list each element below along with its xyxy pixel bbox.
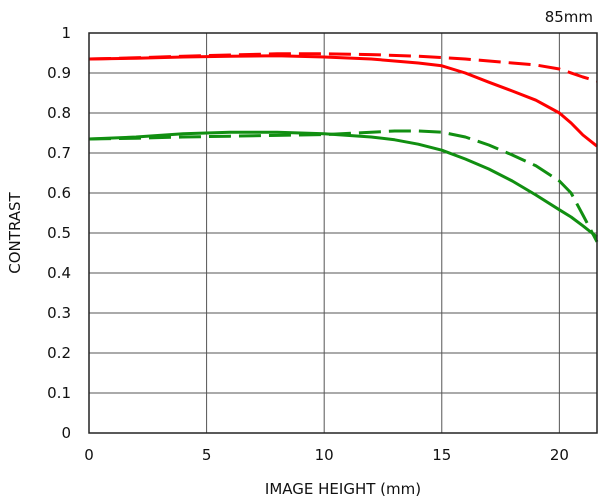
x-tick-labels: 0 5 10 15 20: [84, 446, 569, 464]
y-tick-label: 0.8: [47, 104, 71, 122]
y-tick-label: 0.4: [47, 264, 71, 282]
y-tick-label: 0.5: [47, 224, 71, 242]
series-line-4: [88, 129, 599, 243]
y-tick-label: 0.3: [47, 304, 71, 322]
x-tick-label: 15: [432, 446, 451, 464]
y-tick-labels: 0 0.1 0.2 0.3 0.4 0.5 0.6 0.7 0.8 0.9 1: [47, 24, 71, 442]
y-tick-label: 0: [61, 424, 71, 442]
focal-length-label: 85mm: [545, 8, 593, 26]
y-tick-label: 0.2: [47, 344, 71, 362]
y-tick-label: 0.1: [47, 384, 71, 402]
y-axis-title: CONTRAST: [6, 191, 24, 273]
series-lines: [88, 52, 599, 243]
x-tick-label: 20: [550, 446, 569, 464]
x-tick-label: 5: [202, 446, 212, 464]
x-tick-label: 10: [315, 446, 334, 464]
series-line-3: [88, 130, 598, 239]
plot-frame: [88, 32, 598, 434]
y-tick-label: 0.6: [47, 184, 71, 202]
y-tick-label: 0.9: [47, 64, 71, 82]
y-tick-label: 0.7: [47, 144, 71, 162]
series-line-2: [88, 52, 598, 83]
y-tick-label: 1: [61, 24, 71, 42]
x-axis-title: IMAGE HEIGHT (mm): [265, 480, 421, 498]
x-tick-label: 0: [84, 446, 94, 464]
